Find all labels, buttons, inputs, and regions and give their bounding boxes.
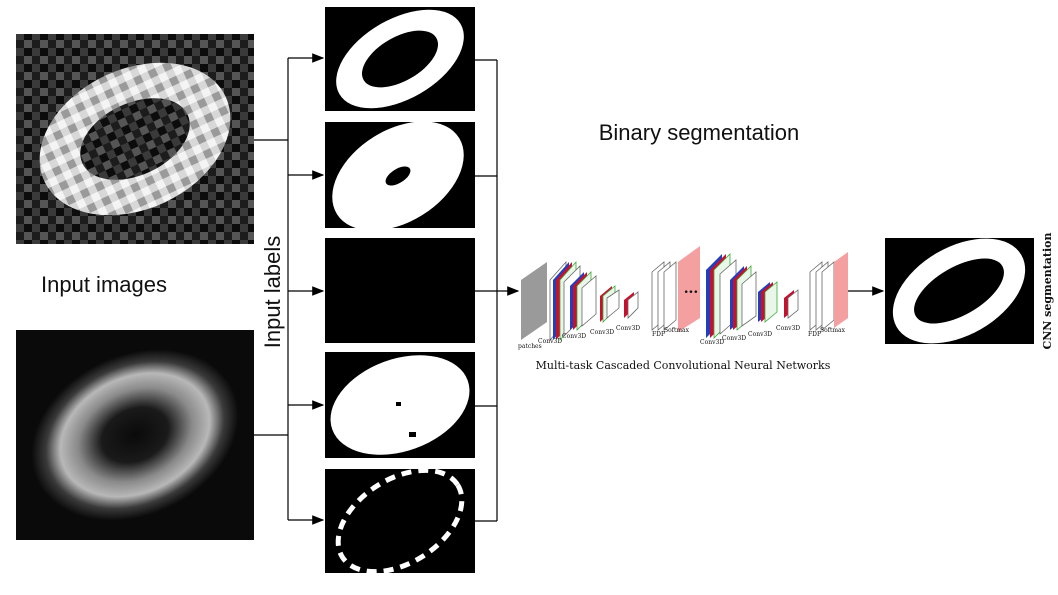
layer-label-patches: patches: [518, 343, 542, 350]
label-mask-5: [325, 467, 475, 575]
softmax-block-2: [834, 252, 848, 328]
input-image-blurred: [16, 330, 254, 540]
layer-label-conv3d-8: Conv3D: [776, 325, 800, 332]
label-mask-1: [325, 7, 475, 111]
layer-label-conv3d-7: Conv3D: [748, 331, 772, 338]
layer-label-softmax-1: Softmax: [664, 327, 690, 334]
softmax-block-1: [678, 246, 700, 332]
layer-label-conv3d-5: Conv3D: [700, 339, 724, 346]
layer-label-fdp-2: FDP: [808, 331, 821, 338]
binary-segmentation-title: Binary segmentation: [599, 120, 800, 145]
label-connectors: [475, 59, 520, 522]
cnn-segmentation-label: CNN segmentation: [1041, 232, 1054, 349]
label-mask-3: [325, 238, 475, 343]
network-ellipsis: ...: [684, 281, 699, 297]
cnn-segmentation-output: [885, 238, 1034, 344]
label-mask-4: [325, 352, 475, 458]
label-mask-2: [325, 121, 475, 231]
input-images-label: Input images: [41, 272, 167, 297]
layer-label-conv3d-2: Conv3D: [562, 333, 586, 340]
input-labels-label: Input labels: [260, 236, 285, 349]
layer-label-fdp-1: FDP: [652, 331, 665, 338]
layer-label-conv3d-6: Conv3D: [722, 335, 746, 342]
input-connectors: [254, 53, 325, 525]
patches-block: [521, 262, 547, 340]
layer-label-softmax-2: Softmax: [820, 327, 846, 334]
layer-label-conv3d-4: Conv3D: [616, 325, 640, 332]
layer-label-conv3d-1: Conv3D: [538, 338, 562, 345]
layer-label-conv3d-3: Conv3D: [590, 329, 614, 336]
input-image-noisy: [16, 34, 254, 244]
network-caption: Multi-task Cascaded Convolutional Neural…: [536, 359, 831, 372]
cnn-network-illustration: ... patches Conv3D Conv3D Conv3D Conv3D …: [518, 246, 848, 350]
